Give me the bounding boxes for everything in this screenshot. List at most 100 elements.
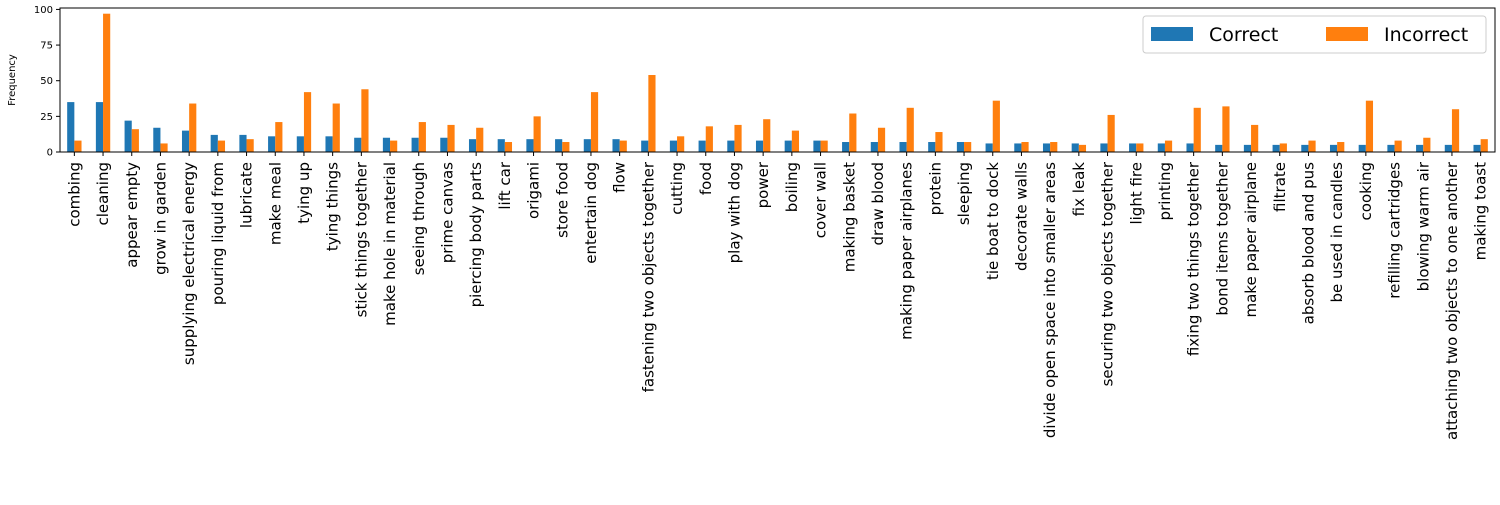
y-tick-label: 100	[34, 5, 53, 16]
bar-incorrect	[1021, 142, 1029, 152]
x-tick-label: flow	[611, 162, 629, 193]
x-tick-label: refilling cartridges	[1386, 162, 1404, 299]
bar-correct	[354, 137, 362, 152]
x-tick-label: origami	[525, 162, 543, 219]
x-tick-label: decorate walls	[1012, 162, 1030, 271]
bar-correct	[1358, 144, 1366, 152]
bar-incorrect	[1308, 140, 1316, 152]
bar-correct	[440, 137, 448, 152]
bar-correct	[526, 139, 534, 152]
bar-incorrect	[849, 113, 857, 152]
legend: Correct Incorrect	[1142, 15, 1487, 54]
bar-incorrect	[1394, 140, 1402, 152]
bar-incorrect	[1222, 106, 1230, 152]
x-tick-label: securing two objects together	[1099, 161, 1117, 386]
x-axis: combing cleaning appear empty grow in garde…	[65, 152, 1490, 440]
bar-incorrect	[1078, 144, 1087, 152]
y-axis: 0 25 50 75 100	[34, 5, 60, 159]
bar-correct	[411, 137, 419, 152]
bar-correct	[1129, 143, 1137, 152]
bar-incorrect	[935, 132, 943, 152]
x-tick-label: fixing two things together	[1185, 161, 1203, 356]
bar-correct	[612, 139, 620, 152]
bar-incorrect	[1337, 142, 1345, 152]
x-tick-label: piercing body parts	[467, 162, 485, 308]
x-tick-label: sleeping	[955, 162, 973, 225]
bar-correct	[1301, 144, 1309, 152]
bar-correct	[1071, 143, 1079, 152]
bar-correct	[669, 140, 678, 152]
x-tick-label: grow in garden	[151, 162, 169, 275]
bar-incorrect	[648, 75, 656, 152]
bar-incorrect	[131, 129, 139, 152]
bar-incorrect	[533, 116, 541, 152]
bar-correct	[928, 142, 936, 152]
bar-correct	[583, 139, 591, 152]
bar-incorrect	[877, 127, 886, 152]
bar-incorrect	[763, 119, 771, 152]
bar-correct	[67, 102, 75, 152]
bar-incorrect	[1107, 114, 1115, 152]
x-tick-label: absorb blood and pus	[1299, 162, 1317, 325]
y-tick-label: 50	[40, 76, 53, 87]
bar-correct	[1215, 144, 1223, 152]
bar-incorrect	[677, 136, 685, 152]
bar-correct	[870, 142, 878, 152]
x-tick-label: tie boat to dock	[984, 162, 1002, 280]
x-tick-label: blowing warm air	[1414, 161, 1432, 291]
bar-correct	[956, 142, 965, 152]
bar-correct	[181, 130, 190, 152]
bar-correct	[555, 139, 563, 152]
x-tick-label: be used in candles	[1328, 162, 1346, 303]
bar-correct	[842, 142, 850, 152]
x-tick-label: prime canvas	[438, 162, 456, 263]
bar-incorrect	[275, 122, 283, 152]
bar-incorrect	[906, 107, 914, 152]
bars-layer	[67, 13, 1488, 152]
bar-incorrect	[476, 127, 484, 152]
x-tick-label: light fire	[1127, 162, 1145, 225]
x-tick-label: entertain dog	[582, 162, 600, 264]
x-tick-label: power	[754, 161, 772, 208]
legend-swatch-incorrect	[1326, 27, 1368, 41]
x-tick-label: filtrate	[1271, 162, 1289, 212]
bar-incorrect	[74, 140, 82, 152]
bar-correct	[124, 120, 132, 152]
y-axis-label: Frequency	[7, 54, 18, 106]
bar-incorrect	[1451, 109, 1460, 152]
x-tick-label: pouring liquid from	[209, 162, 227, 305]
bar-incorrect	[332, 103, 340, 152]
bar-incorrect	[504, 142, 513, 152]
x-tick-label: lift car	[496, 161, 514, 209]
bar-incorrect	[1050, 142, 1058, 152]
x-tick-label: make hole in material	[381, 162, 399, 326]
bar-correct	[1416, 144, 1424, 152]
x-tick-label: cleaning	[94, 162, 112, 226]
bar-correct	[325, 136, 333, 152]
x-tick-label: supplying electrical energy	[180, 162, 198, 365]
bar-correct	[1473, 144, 1481, 152]
bar-correct	[1387, 144, 1395, 152]
x-tick-label: appear empty	[123, 162, 141, 268]
y-tick-label: 75	[40, 41, 53, 52]
bar-incorrect	[562, 142, 570, 152]
bar-incorrect	[160, 143, 168, 152]
bar-correct	[813, 140, 821, 152]
x-tick-label: making paper airplanes	[898, 162, 916, 340]
x-tick-label: making toast	[1472, 162, 1490, 261]
x-tick-label: food	[697, 162, 715, 195]
legend-swatch-correct	[1151, 27, 1193, 41]
bar-correct	[755, 140, 764, 152]
bar-correct	[497, 139, 505, 152]
bar-correct	[1157, 143, 1165, 152]
legend-label-incorrect: Incorrect	[1384, 24, 1468, 46]
bar-incorrect	[791, 130, 800, 152]
bar-incorrect	[619, 140, 627, 152]
bar-incorrect	[418, 122, 426, 152]
x-tick-label: tying up	[295, 162, 313, 224]
x-tick-label: store food	[553, 162, 571, 238]
x-tick-label: bond items together	[1213, 161, 1231, 315]
x-tick-label: play with dog	[725, 162, 743, 263]
legend-box	[1142, 15, 1487, 54]
